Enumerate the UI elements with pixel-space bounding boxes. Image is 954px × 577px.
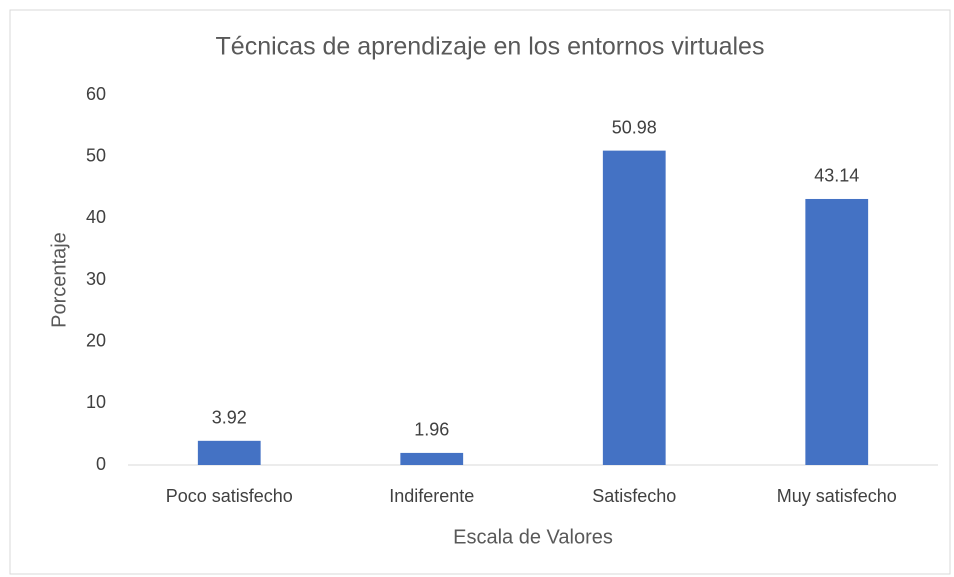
y-tick-label: 20: [86, 330, 106, 350]
y-tick-label: 10: [86, 392, 106, 412]
data-label: 3.92: [212, 408, 247, 428]
x-axis-label: Escala de Valores: [453, 526, 613, 548]
bar: [805, 198, 869, 465]
y-tick-label: 40: [86, 207, 106, 227]
data-label: 50.98: [612, 117, 657, 137]
chart-border: [9, 9, 951, 575]
data-label: 1.96: [414, 420, 449, 440]
y-axis-label: Porcentaje: [48, 232, 70, 328]
bar: [400, 452, 464, 465]
x-tick-label: Muy satisfecho: [777, 486, 897, 506]
data-label: 43.14: [814, 166, 859, 186]
y-tick-label: 50: [86, 145, 106, 165]
bar: [197, 440, 261, 465]
y-tick-label: 0: [96, 454, 106, 474]
x-tick-label: Satisfecho: [592, 486, 676, 506]
y-tick-label: 60: [86, 84, 106, 104]
x-tick-label: Poco satisfecho: [166, 486, 293, 506]
x-tick-label: Indiferente: [389, 486, 474, 506]
y-tick-label: 30: [86, 269, 106, 289]
bar: [602, 150, 666, 465]
chart-title: Técnicas de aprendizaje en los entornos …: [216, 33, 765, 61]
